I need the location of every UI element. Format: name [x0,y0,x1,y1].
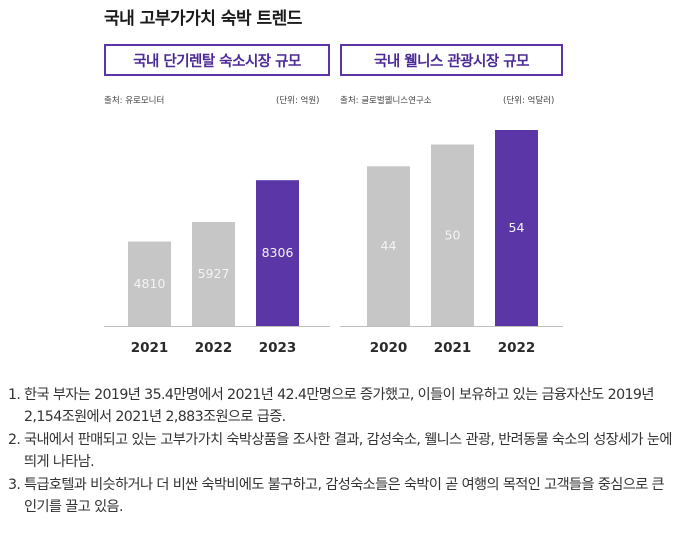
rental-bar-2021 [128,241,171,326]
rental-chart-unit: (단위: 억원) [276,96,320,106]
note-number: 3. [8,477,21,493]
wellness-tick-label-2022: 2022 [498,340,536,356]
note-number: 2. [8,432,21,448]
wellness-tick-label-2020: 2020 [370,340,408,356]
note-number: 1. [8,387,21,403]
notes-list: 1. 한국 부자는 2019년 35.4만명에서 2021년 42.4만명으로 … [8,384,680,519]
wellness-bar-2022 [495,130,538,326]
rental-bar-2023 [256,180,299,326]
wellness-chart-unit: (단위: 억달러) [503,96,555,106]
wellness-chart-title: 국내 웰니스 관광시장 규모 [340,44,563,76]
rental-chart-title: 국내 단기렌탈 숙소시장 규모 [104,44,330,76]
wellness-chart-source: 출처: 글로벌웰니스연구소 [340,96,432,106]
rental-tick-label-2022: 2022 [195,340,233,356]
page-title: 국내 고부가가치 숙박 트렌드 [104,9,302,29]
note-item: 3. 특급호텔과 비슷하거나 더 비싼 숙박비에도 불구하고, 감성숙소들은 숙… [8,474,680,518]
rental-value-label-2022: 5927 [198,266,230,281]
wellness-bar-2020 [367,166,410,326]
bar-charts: 4810 2021 5927 2022 8306 2023 44 2020 50 2021 54 20… [104,130,563,356]
note-text: 한국 부자는 2019년 35.4만명에서 2021년 42.4만명으로 증가했… [24,387,654,425]
rental-tick-label-2021: 2021 [131,340,169,356]
rental-value-label-2023: 8306 [262,245,294,260]
rental-tick-label-2023: 2023 [259,340,297,356]
note-text: 특급호텔과 비슷하거나 더 비싼 숙박비에도 불구하고, 감성숙소들은 숙박이 … [24,477,665,515]
note-item: 1. 한국 부자는 2019년 35.4만명에서 2021년 42.4만명으로 … [8,384,680,428]
rental-value-label-2021: 4810 [134,276,166,291]
wellness-bar-2021 [431,144,474,326]
wellness-value-label-2021: 50 [445,227,461,242]
wellness-value-label-2022: 54 [509,220,525,235]
wellness-value-label-2020: 44 [381,238,397,253]
note-text: 국내에서 판매되고 있는 고부가가치 숙박상품을 조사한 결과, 감성숙소, 웰… [24,432,672,470]
rental-chart-source: 출처: 유로모니터 [104,96,165,106]
wellness-tick-label-2021: 2021 [434,340,472,356]
note-item: 2. 국내에서 판매되고 있는 고부가가치 숙박상품을 조사한 결과, 감성숙소… [8,429,680,473]
rental-bar-2022 [192,221,235,326]
